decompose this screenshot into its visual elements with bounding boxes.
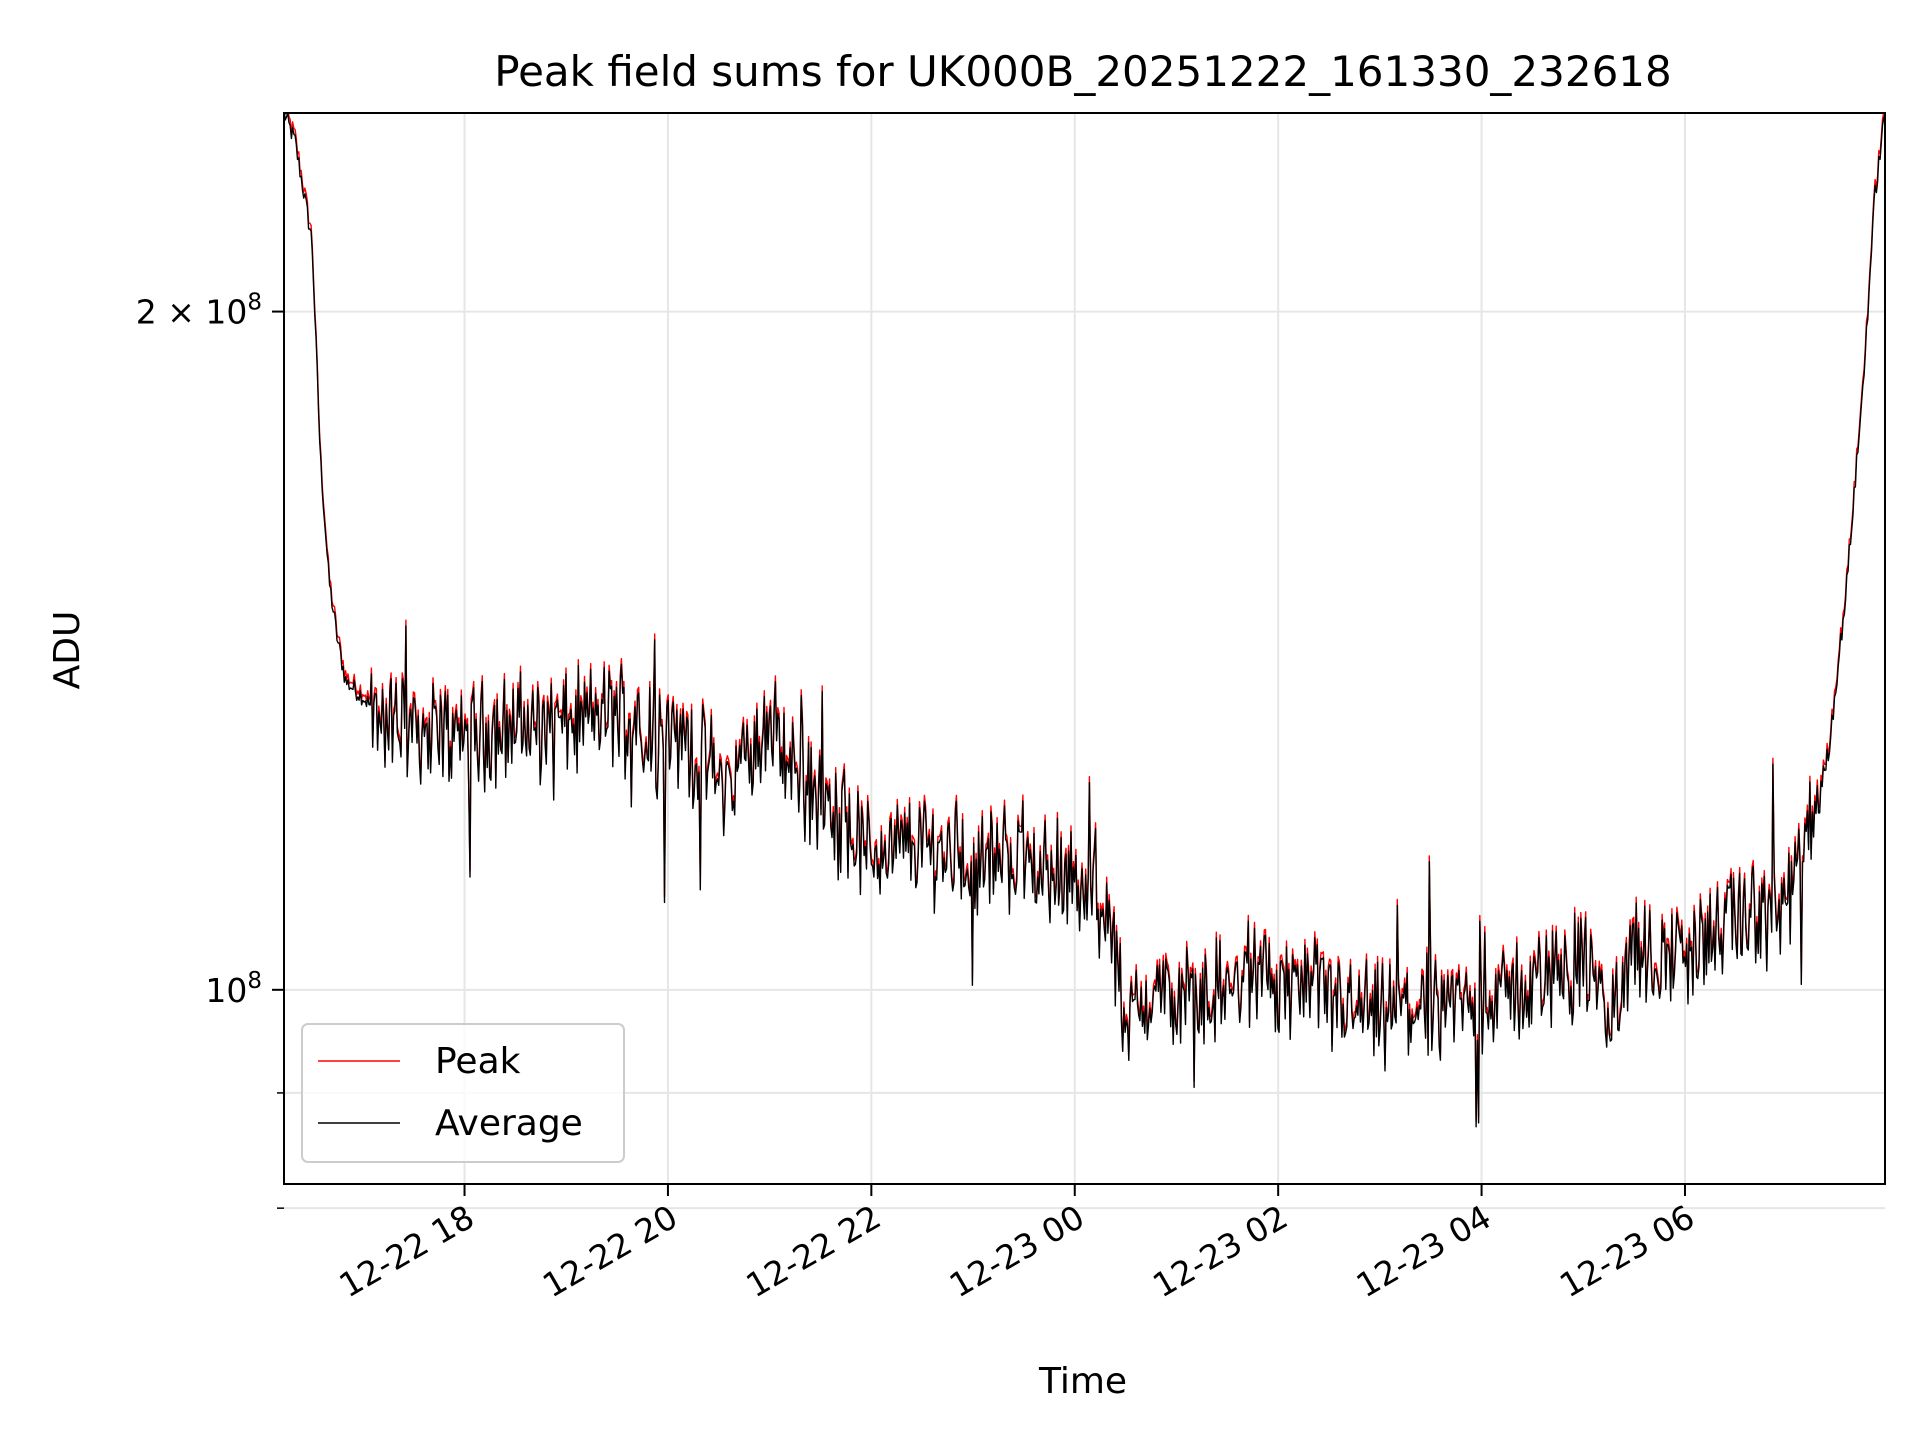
legend: Peak Average [301,1023,625,1163]
x-axis-label: Time [1038,1361,1127,1402]
series-line-average [284,113,1885,1128]
legend-label-average: Average [435,1103,583,1144]
y-tick-label: 108 [205,968,262,1010]
x-grid [463,113,1686,1184]
legend-box [301,1023,625,1163]
plot-frame [283,112,1886,1185]
legend-label-peak: Peak [435,1041,521,1082]
chart-title: Peak field sums for UK000B_20251222_1613… [494,47,1672,96]
y-axis-label: ADU [47,611,88,690]
y-axis: 108 2 × 108 [136,290,284,1209]
y-tick-label: 2 × 108 [136,290,262,332]
